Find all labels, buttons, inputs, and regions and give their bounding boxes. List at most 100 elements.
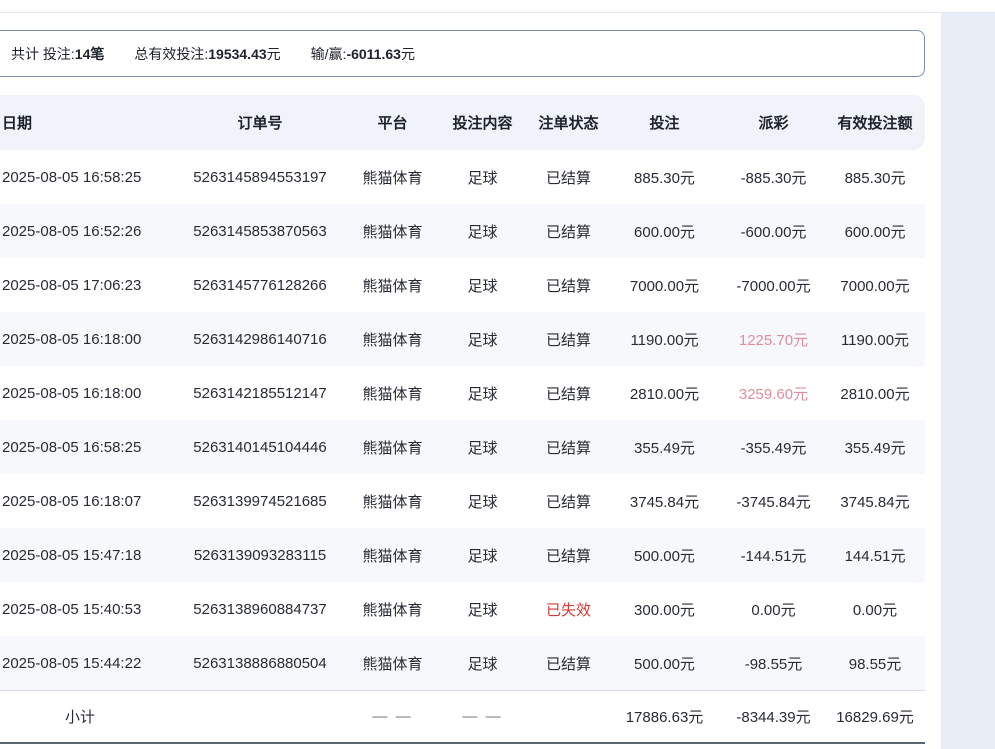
cell-status: 已结算 [545, 493, 591, 511]
column-header: 投注 [649, 115, 680, 132]
cell-payout: -3745.84元 [736, 493, 811, 511]
cell-status: 已结算 [545, 439, 591, 457]
cell-payout: -144.51元 [740, 547, 807, 565]
column-header: 平台 [377, 115, 408, 132]
cell-platform: 熊猫体育 [362, 385, 423, 403]
cell-valid-amount: 98.55元 [848, 655, 902, 673]
table-row: 2025-08-05 16:58:25 5263140145104446 熊猫体… [0, 420, 925, 474]
cell-bet-content: 足球 [467, 439, 498, 457]
table-row: 2025-08-05 16:18:00 5263142185512147 熊猫体… [0, 366, 925, 420]
cell-bet-content: 足球 [467, 385, 498, 403]
footer-status-cell [505, 691, 632, 742]
table-row: 2025-08-05 16:52:26 5263145853870563 熊猫体… [0, 204, 925, 258]
cell-platform: 熊猫体育 [362, 331, 423, 349]
right-gutter [941, 13, 995, 749]
cell-order-number: 5263139093283115 [193, 546, 327, 564]
column-header: 投注内容 [452, 115, 513, 132]
cell-valid-amount: 355.49元 [844, 439, 906, 457]
cell-bet-content: 足球 [467, 547, 498, 565]
cell-status: 已结算 [545, 331, 591, 349]
cell-payout: -600.00元 [740, 223, 807, 241]
table-header-row: 日期 订单号 平台 投注内容 注单状态 投注 派彩 有效投注额 [0, 95, 925, 150]
cell-platform: 熊猫体育 [362, 547, 423, 565]
cell-bet-amount: 3745.84元 [629, 493, 700, 511]
table-row: 2025-08-05 15:44:22 5263138886880504 熊猫体… [0, 636, 925, 690]
cell-bet-amount: 2810.00元 [629, 385, 700, 403]
cell-bet-content: 足球 [467, 655, 498, 673]
cell-payout: 0.00元 [751, 601, 796, 619]
cell-status: 已失效 [545, 601, 591, 619]
table-row: 2025-08-05 16:18:07 5263139974521685 熊猫体… [0, 474, 925, 528]
cell-valid-amount: 600.00元 [844, 223, 906, 241]
footer-content-dash: — — [462, 708, 503, 725]
cell-valid-amount: 7000.00元 [840, 277, 910, 295]
cell-payout: -885.30元 [740, 169, 807, 187]
column-header: 有效投注额 [837, 115, 913, 132]
cell-status: 已结算 [545, 385, 591, 403]
cell-order-number: 5263145776128266 [193, 276, 327, 294]
footer-bet-total: 17886.63元 [625, 709, 704, 726]
cell-status: 已结算 [545, 547, 591, 565]
cell-bet-content: 足球 [467, 277, 498, 295]
footer-subtotal-label: 小计 [65, 709, 96, 726]
column-header: 派彩 [758, 115, 789, 132]
bet-records-table: 日期 订单号 平台 投注内容 注单状态 投注 派彩 有效投注额 2025-08-05 16:5… [0, 95, 925, 744]
cell-bet-amount: 500.00元 [634, 547, 695, 565]
cell-platform: 熊猫体育 [362, 655, 423, 673]
cell-order-number: 5263142185512147 [193, 384, 327, 402]
cell-order-number: 5263140145104446 [193, 438, 327, 456]
footer-valid-total: 16829.69元 [836, 709, 914, 726]
cell-payout: -355.49元 [740, 439, 807, 457]
cell-bet-amount: 600.00元 [634, 223, 695, 241]
cell-payout: -98.55元 [744, 655, 803, 673]
cell-bet-content: 足球 [467, 169, 498, 187]
cell-platform: 熊猫体育 [362, 223, 423, 241]
cell-valid-amount: 144.51元 [844, 547, 906, 565]
cell-order-number: 5263139974521685 [193, 492, 327, 510]
cell-date: 2025-08-05 15:40:53 [2, 600, 142, 618]
table-footer-row: 小计 — — — — 17886.63元 -8344.39元 16829.69元 [0, 690, 925, 744]
cell-bet-amount: 300.00元 [634, 601, 695, 619]
cell-order-number: 5263142986140716 [193, 330, 327, 348]
top-divider [0, 12, 995, 13]
cell-valid-amount: 3745.84元 [840, 493, 910, 511]
cell-bet-amount: 500.00元 [634, 655, 695, 673]
cell-bet-content: 足球 [467, 331, 498, 349]
cell-platform: 熊猫体育 [362, 439, 423, 457]
cell-bet-amount: 355.49元 [634, 439, 695, 457]
cell-bet-content: 足球 [467, 223, 498, 241]
cell-order-number: 5263138886880504 [193, 654, 327, 672]
cell-order-number: 5263145894553197 [193, 168, 327, 186]
cell-valid-amount: 1190.00元 [840, 331, 910, 349]
footer-platform-dash: — — [372, 708, 413, 725]
cell-bet-content: 足球 [467, 601, 498, 619]
cell-date: 2025-08-05 15:44:22 [2, 654, 142, 672]
summary-valid-bets: 总有效投注:19534.43元 [134, 45, 281, 62]
footer-payout-total: -8344.39元 [736, 709, 811, 726]
cell-payout: 3259.60元 [738, 385, 809, 403]
cell-date: 2025-08-05 15:47:18 [2, 546, 142, 564]
table-row: 2025-08-05 15:40:53 5263138960884737 熊猫体… [0, 582, 925, 636]
cell-platform: 熊猫体育 [362, 601, 423, 619]
cell-status: 已结算 [545, 169, 591, 187]
cell-bet-content: 足球 [467, 493, 498, 511]
cell-status: 已结算 [545, 277, 591, 295]
cell-date: 2025-08-05 16:58:25 [2, 168, 142, 186]
cell-date: 2025-08-05 16:18:00 [2, 384, 142, 402]
column-header: 日期 [2, 115, 33, 132]
cell-valid-amount: 885.30元 [844, 169, 906, 187]
cell-payout: -7000.00元 [736, 277, 811, 295]
cell-bet-amount: 1190.00元 [630, 331, 699, 349]
cell-status: 已结算 [545, 223, 591, 241]
column-header: 注单状态 [538, 115, 599, 132]
content-card: 共计 投注:14笔 总有效投注:19534.43元 输/赢:-6011.63元 … [0, 13, 941, 749]
cell-valid-amount: 2810.00元 [840, 385, 910, 403]
column-header: 订单号 [237, 115, 283, 132]
summary-win-loss: 输/赢:-6011.63元 [310, 45, 415, 62]
cell-date: 2025-08-05 16:18:07 [2, 492, 142, 510]
cell-platform: 熊猫体育 [362, 277, 423, 295]
cell-date: 2025-08-05 16:52:26 [2, 222, 142, 240]
cell-order-number: 5263145853870563 [193, 222, 327, 240]
cell-payout: 1225.70元 [738, 331, 809, 349]
